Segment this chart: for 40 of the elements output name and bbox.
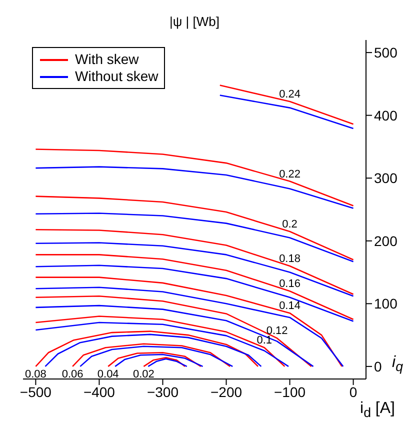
y-tick-label: 400 — [374, 107, 398, 124]
line-series — [72, 343, 231, 368]
x-tick-label: −500 — [20, 384, 52, 400]
annotation: 0.1 — [256, 334, 272, 347]
x-tick-label: −300 — [146, 384, 179, 400]
annotation: 0.2 — [282, 218, 298, 230]
annotation: 0.14 — [279, 300, 300, 312]
y-tick-label: 300 — [374, 170, 398, 186]
line-series — [35, 242, 354, 297]
legend-label: Without skew — [75, 68, 158, 85]
annotation: 0.06 — [62, 368, 84, 380]
annotation: 0.08 — [24, 368, 46, 380]
x-tick-label: −100 — [274, 384, 306, 400]
annotation: 0.04 — [97, 368, 119, 380]
annotation: 0.02 — [132, 368, 154, 380]
line-series — [35, 212, 354, 262]
line-series — [35, 254, 354, 320]
x-axis-title: i$_{d}$ [A] — [360, 400, 395, 420]
y-tick-label: 500 — [374, 44, 398, 61]
y-tick-label: 200 — [374, 232, 398, 249]
legend-label: With skew — [75, 51, 139, 68]
line-series — [107, 352, 202, 368]
x-tick-label: −200 — [210, 384, 242, 400]
line-series — [35, 264, 354, 322]
y-tick-label: 0 — [374, 358, 382, 374]
annotation: 0.16 — [279, 278, 300, 290]
annotation: 0.18 — [279, 253, 300, 265]
annotation: 0.24 — [279, 88, 300, 101]
line-series — [114, 354, 204, 368]
line-series — [35, 196, 354, 260]
x-tick-label: 0 — [349, 384, 358, 400]
chart-title: |ψ | [Wb] — [168, 14, 220, 29]
line-series — [35, 228, 354, 295]
x-tick-label: −400 — [83, 384, 116, 400]
y-tick-label: 100 — [374, 296, 398, 312]
annotation: 0.22 — [279, 168, 300, 180]
line-series — [35, 166, 354, 209]
y-axis-title: i$_{q}$ — [392, 354, 403, 374]
line-series — [80, 346, 234, 368]
line-series — [35, 148, 354, 206]
